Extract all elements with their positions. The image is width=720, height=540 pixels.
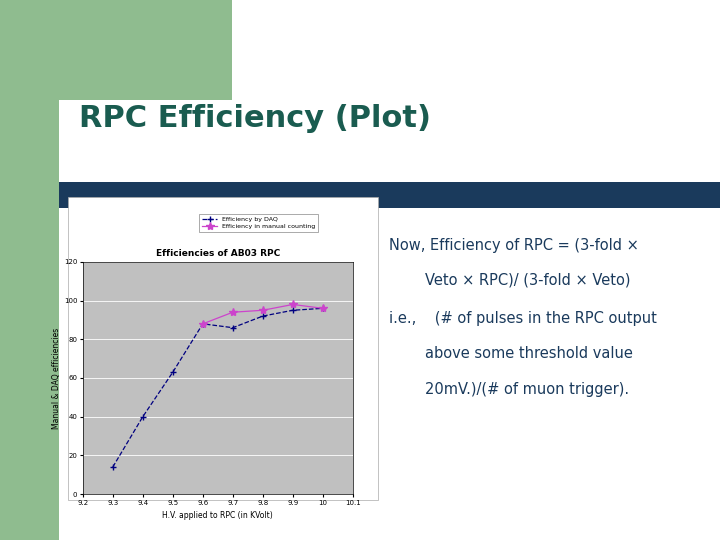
Bar: [0, 0, 59, 540]
Efficiency in manual counting: [289, 301, 297, 308]
Text: Veto × RPC)/ (3-fold × Veto): Veto × RPC)/ (3-fold × Veto): [425, 273, 630, 288]
Text: RPC Efficiency (Plot): RPC Efficiency (Plot): [79, 104, 431, 133]
Line: Efficiency in manual counting: Efficiency in manual counting: [199, 300, 327, 328]
Efficiency in manual counting: [318, 305, 327, 312]
Y-axis label: Manual & DAQ efficiencies: Manual & DAQ efficiencies: [52, 327, 61, 429]
Efficiency by DAQ: [289, 307, 297, 314]
Efficiency by DAQ: [199, 321, 207, 327]
X-axis label: H.V. applied to RPC (in KVolt): H.V. applied to RPC (in KVolt): [163, 511, 273, 520]
Line: Efficiency by DAQ: Efficiency by DAQ: [109, 305, 326, 470]
Bar: [59, 0, 232, 100]
Efficiency by DAQ: [258, 313, 267, 319]
Efficiency in manual counting: [228, 309, 237, 315]
Bar: [59, 182, 720, 208]
Efficiency by DAQ: [228, 325, 237, 331]
Efficiency in manual counting: [199, 321, 207, 327]
Efficiency by DAQ: [138, 414, 147, 420]
Efficiency in manual counting: [258, 307, 267, 314]
Bar: [68, 197, 378, 500]
Text: Now, Efficiency of RPC = (3-fold ×: Now, Efficiency of RPC = (3-fold ×: [389, 238, 639, 253]
Efficiency by DAQ: [168, 369, 177, 375]
Text: 20mV.)/(# of muon trigger).: 20mV.)/(# of muon trigger).: [425, 381, 629, 396]
Efficiency by DAQ: [318, 305, 327, 312]
Text: above some threshold value: above some threshold value: [425, 347, 633, 361]
Legend: Efficiency by DAQ, Efficiency in manual counting: Efficiency by DAQ, Efficiency in manual …: [199, 214, 318, 232]
Text: i.e.,    (# of pulses in the RPC output: i.e., (# of pulses in the RPC output: [389, 311, 657, 326]
Efficiency by DAQ: [109, 464, 117, 470]
Title: Efficiencies of AB03 RPC: Efficiencies of AB03 RPC: [156, 249, 280, 258]
